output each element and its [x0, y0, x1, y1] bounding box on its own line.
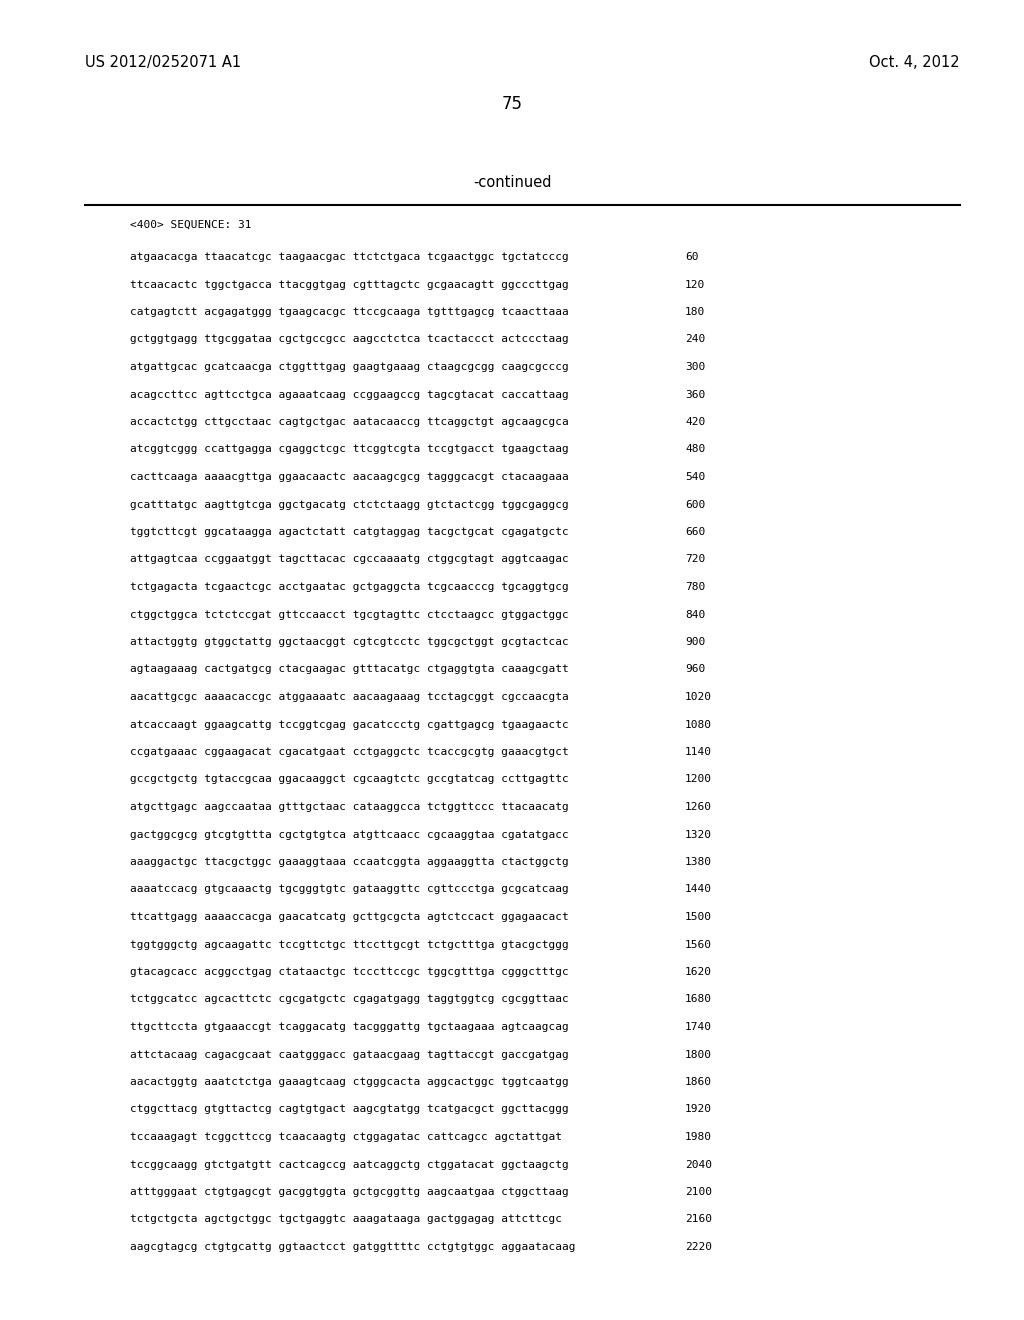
Text: atgcttgagc aagccaataa gtttgctaac cataaggcca tctggttccc ttacaacatg: atgcttgagc aagccaataa gtttgctaac cataagg… [130, 803, 568, 812]
Text: aagcgtagcg ctgtgcattg ggtaactcct gatggttttc cctgtgtggc aggaatacaag: aagcgtagcg ctgtgcattg ggtaactcct gatggtt… [130, 1242, 575, 1251]
Text: 1680: 1680 [685, 994, 712, 1005]
Text: tctggcatcc agcacttctc cgcgatgctc cgagatgagg taggtggtcg cgcggttaac: tctggcatcc agcacttctc cgcgatgctc cgagatg… [130, 994, 568, 1005]
Text: 1260: 1260 [685, 803, 712, 812]
Text: atgaacacga ttaacatcgc taagaacgac ttctctgaca tcgaactggc tgctatcccg: atgaacacga ttaacatcgc taagaacgac ttctctg… [130, 252, 568, 261]
Text: attctacaag cagacgcaat caatgggacc gataacgaag tagttaccgt gaccgatgag: attctacaag cagacgcaat caatgggacc gataacg… [130, 1049, 568, 1060]
Text: 420: 420 [685, 417, 706, 426]
Text: US 2012/0252071 A1: US 2012/0252071 A1 [85, 55, 241, 70]
Text: attgagtcaa ccggaatggt tagcttacac cgccaaaatg ctggcgtagt aggtcaagac: attgagtcaa ccggaatggt tagcttacac cgccaaa… [130, 554, 568, 565]
Text: aacattgcgc aaaacaccgc atggaaaatc aacaagaaag tcctagcggt cgccaacgta: aacattgcgc aaaacaccgc atggaaaatc aacaaga… [130, 692, 568, 702]
Text: tccaaagagt tcggcttccg tcaacaagtg ctggagatac cattcagcc agctattgat: tccaaagagt tcggcttccg tcaacaagtg ctggaga… [130, 1133, 562, 1142]
Text: 780: 780 [685, 582, 706, 591]
Text: ttgcttccta gtgaaaccgt tcaggacatg tacgggattg tgctaagaaa agtcaagcag: ttgcttccta gtgaaaccgt tcaggacatg tacggga… [130, 1022, 568, 1032]
Text: aacactggtg aaatctctga gaaagtcaag ctgggcacta aggcactggc tggtcaatgg: aacactggtg aaatctctga gaaagtcaag ctgggca… [130, 1077, 568, 1086]
Text: cacttcaaga aaaacgttga ggaacaactc aacaagcgcg tagggcacgt ctacaagaaa: cacttcaaga aaaacgttga ggaacaactc aacaagc… [130, 473, 568, 482]
Text: aaaggactgc ttacgctggc gaaaggtaaa ccaatcggta aggaaggtta ctactggctg: aaaggactgc ttacgctggc gaaaggtaaa ccaatcg… [130, 857, 568, 867]
Text: atgattgcac gcatcaacga ctggtttgag gaagtgaaag ctaagcgcgg caagcgcccg: atgattgcac gcatcaacga ctggtttgag gaagtga… [130, 362, 568, 372]
Text: 1320: 1320 [685, 829, 712, 840]
Text: attactggtg gtggctattg ggctaacggt cgtcgtcctc tggcgctggt gcgtactcac: attactggtg gtggctattg ggctaacggt cgtcgtc… [130, 638, 568, 647]
Text: 60: 60 [685, 252, 698, 261]
Text: 720: 720 [685, 554, 706, 565]
Text: 1800: 1800 [685, 1049, 712, 1060]
Text: -continued: -continued [473, 176, 551, 190]
Text: atcggtcggg ccattgagga cgaggctcgc ttcggtcgta tccgtgacct tgaagctaag: atcggtcggg ccattgagga cgaggctcgc ttcggtc… [130, 445, 568, 454]
Text: 1440: 1440 [685, 884, 712, 895]
Text: 1200: 1200 [685, 775, 712, 784]
Text: 1140: 1140 [685, 747, 712, 756]
Text: 2040: 2040 [685, 1159, 712, 1170]
Text: 240: 240 [685, 334, 706, 345]
Text: 1080: 1080 [685, 719, 712, 730]
Text: gccgctgctg tgtaccgcaa ggacaaggct cgcaagtctc gccgtatcag ccttgagttc: gccgctgctg tgtaccgcaa ggacaaggct cgcaagt… [130, 775, 568, 784]
Text: 1500: 1500 [685, 912, 712, 921]
Text: Oct. 4, 2012: Oct. 4, 2012 [869, 55, 961, 70]
Text: 1860: 1860 [685, 1077, 712, 1086]
Text: aaaatccacg gtgcaaactg tgcgggtgtc gataaggttc cgttccctga gcgcatcaag: aaaatccacg gtgcaaactg tgcgggtgtc gataagg… [130, 884, 568, 895]
Text: 840: 840 [685, 610, 706, 619]
Text: 2160: 2160 [685, 1214, 712, 1225]
Text: 1620: 1620 [685, 968, 712, 977]
Text: gctggtgagg ttgcggataa cgctgccgcc aagcctctca tcactaccct actccctaag: gctggtgagg ttgcggataa cgctgccgcc aagcctc… [130, 334, 568, 345]
Text: 660: 660 [685, 527, 706, 537]
Text: agtaagaaag cactgatgcg ctacgaagac gtttacatgc ctgaggtgta caaagcgatt: agtaagaaag cactgatgcg ctacgaagac gtttaca… [130, 664, 568, 675]
Text: ctggcttacg gtgttactcg cagtgtgact aagcgtatgg tcatgacgct ggcttacggg: ctggcttacg gtgttactcg cagtgtgact aagcgta… [130, 1105, 568, 1114]
Text: atcaccaagt ggaagcattg tccggtcgag gacatccctg cgattgagcg tgaagaactc: atcaccaagt ggaagcattg tccggtcgag gacatcc… [130, 719, 568, 730]
Text: 1740: 1740 [685, 1022, 712, 1032]
Text: 75: 75 [502, 95, 522, 114]
Text: 900: 900 [685, 638, 706, 647]
Text: acagccttcc agttcctgca agaaatcaag ccggaagccg tagcgtacat caccattaag: acagccttcc agttcctgca agaaatcaag ccggaag… [130, 389, 568, 400]
Text: 600: 600 [685, 499, 706, 510]
Text: 1980: 1980 [685, 1133, 712, 1142]
Text: ccgatgaaac cggaagacat cgacatgaat cctgaggctc tcaccgcgtg gaaacgtgct: ccgatgaaac cggaagacat cgacatgaat cctgagg… [130, 747, 568, 756]
Text: tggtgggctg agcaagattc tccgttctgc ttccttgcgt tctgctttga gtacgctggg: tggtgggctg agcaagattc tccgttctgc ttccttg… [130, 940, 568, 949]
Text: tggtcttcgt ggcataagga agactctatt catgtaggag tacgctgcat cgagatgctc: tggtcttcgt ggcataagga agactctatt catgtag… [130, 527, 568, 537]
Text: ctggctggca tctctccgat gttccaacct tgcgtagttc ctcctaagcc gtggactggc: ctggctggca tctctccgat gttccaacct tgcgtag… [130, 610, 568, 619]
Text: 300: 300 [685, 362, 706, 372]
Text: atttgggaat ctgtgagcgt gacggtggta gctgcggttg aagcaatgaa ctggcttaag: atttgggaat ctgtgagcgt gacggtggta gctgcgg… [130, 1187, 568, 1197]
Text: ttcattgagg aaaaccacga gaacatcatg gcttgcgcta agtctccact ggagaacact: ttcattgagg aaaaccacga gaacatcatg gcttgcg… [130, 912, 568, 921]
Text: gactggcgcg gtcgtgttta cgctgtgtca atgttcaacc cgcaaggtaa cgatatgacc: gactggcgcg gtcgtgttta cgctgtgtca atgttca… [130, 829, 568, 840]
Text: gcatttatgc aagttgtcga ggctgacatg ctctctaagg gtctactcgg tggcgaggcg: gcatttatgc aagttgtcga ggctgacatg ctctcta… [130, 499, 568, 510]
Text: catgagtctt acgagatggg tgaagcacgc ttccgcaaga tgtttgagcg tcaacttaaa: catgagtctt acgagatggg tgaagcacgc ttccgca… [130, 308, 568, 317]
Text: 360: 360 [685, 389, 706, 400]
Text: 480: 480 [685, 445, 706, 454]
Text: 1020: 1020 [685, 692, 712, 702]
Text: tctgagacta tcgaactcgc acctgaatac gctgaggcta tcgcaacccg tgcaggtgcg: tctgagacta tcgaactcgc acctgaatac gctgagg… [130, 582, 568, 591]
Text: 120: 120 [685, 280, 706, 289]
Text: 1920: 1920 [685, 1105, 712, 1114]
Text: tccggcaagg gtctgatgtt cactcagccg aatcaggctg ctggatacat ggctaagctg: tccggcaagg gtctgatgtt cactcagccg aatcagg… [130, 1159, 568, 1170]
Text: ttcaacactc tggctgacca ttacggtgag cgtttagctc gcgaacagtt ggcccttgag: ttcaacactc tggctgacca ttacggtgag cgtttag… [130, 280, 568, 289]
Text: gtacagcacc acggcctgag ctataactgc tcccttccgc tggcgtttga cgggctttgc: gtacagcacc acggcctgag ctataactgc tcccttc… [130, 968, 568, 977]
Text: 180: 180 [685, 308, 706, 317]
Text: 1380: 1380 [685, 857, 712, 867]
Text: 540: 540 [685, 473, 706, 482]
Text: 1560: 1560 [685, 940, 712, 949]
Text: 2220: 2220 [685, 1242, 712, 1251]
Text: <400> SEQUENCE: 31: <400> SEQUENCE: 31 [130, 220, 252, 230]
Text: accactctgg cttgcctaac cagtgctgac aatacaaccg ttcaggctgt agcaagcgca: accactctgg cttgcctaac cagtgctgac aatacaa… [130, 417, 568, 426]
Text: tctgctgcta agctgctggc tgctgaggtc aaagataaga gactggagag attcttcgc: tctgctgcta agctgctggc tgctgaggtc aaagata… [130, 1214, 562, 1225]
Text: 960: 960 [685, 664, 706, 675]
Text: 2100: 2100 [685, 1187, 712, 1197]
